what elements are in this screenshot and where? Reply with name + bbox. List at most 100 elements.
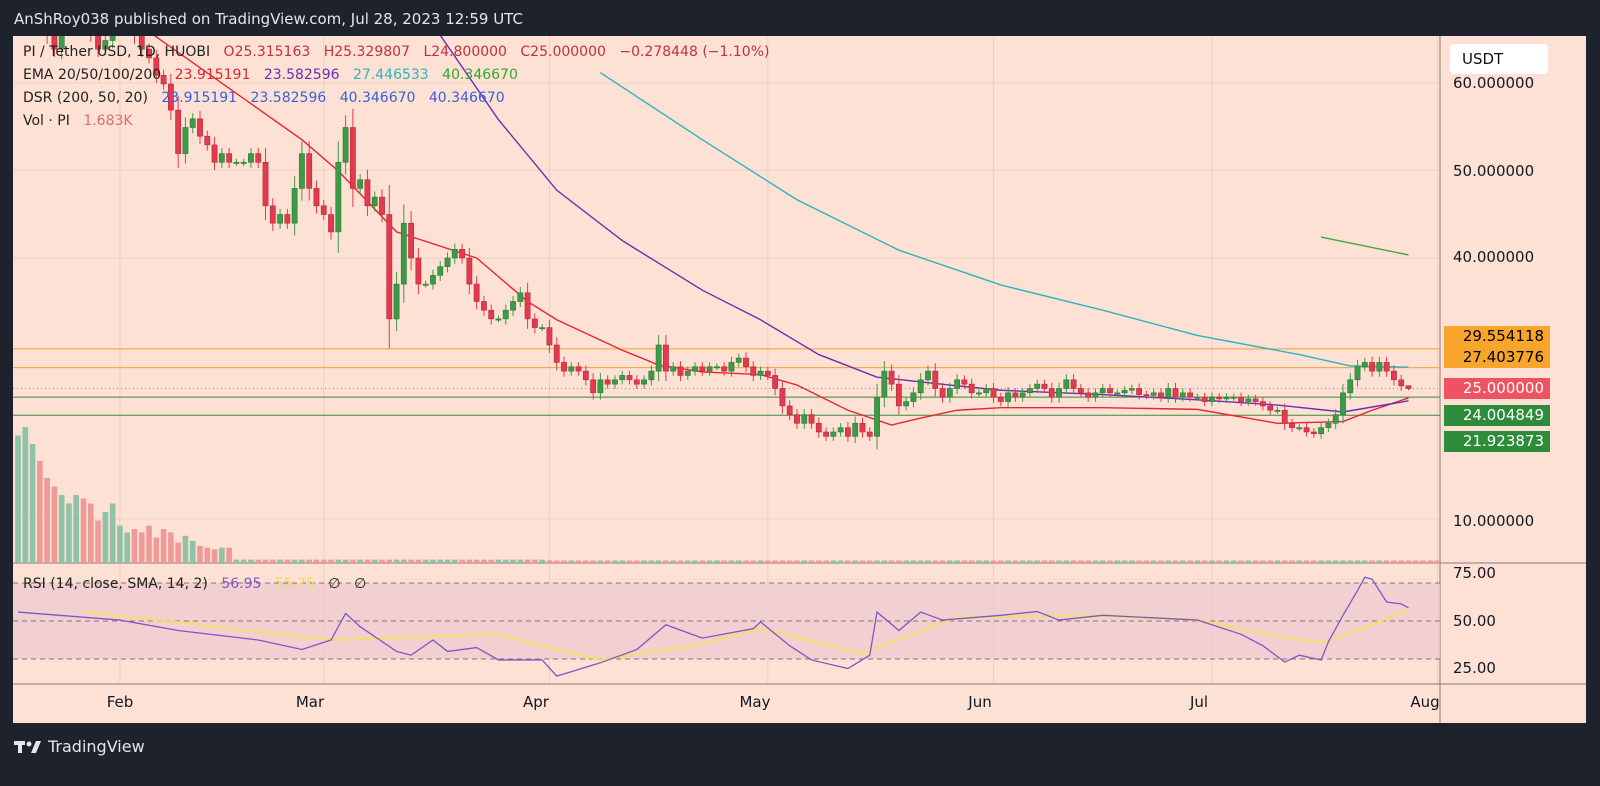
volume-bar	[1515, 559, 1521, 563]
volume-bar	[1129, 560, 1135, 563]
candle-body	[655, 344, 662, 372]
volume-bar	[553, 560, 560, 563]
volume-bar	[765, 560, 771, 563]
candle-body	[1238, 396, 1244, 402]
volume-bar	[1107, 560, 1113, 563]
candle	[1347, 373, 1354, 400]
candle-body	[306, 153, 313, 189]
candle-body	[961, 379, 968, 385]
volume-legend: Vol · PI 1.683K	[23, 113, 142, 129]
candle-body	[845, 427, 851, 437]
candle	[495, 315, 502, 323]
volume-bar	[1143, 560, 1150, 563]
candle-body	[852, 422, 859, 437]
tradingview-logo[interactable]: TradingView	[14, 737, 145, 756]
volume-bar	[15, 435, 21, 563]
volume-bar	[95, 520, 101, 563]
candle	[444, 252, 451, 273]
volume-label[interactable]: Vol · PI	[23, 113, 70, 129]
volume-bar	[1500, 559, 1506, 563]
volume-bar	[313, 559, 320, 563]
candle	[1048, 382, 1055, 403]
candle	[510, 295, 516, 316]
volume-bar	[1303, 560, 1310, 563]
candle	[1209, 392, 1215, 407]
volume-bar	[189, 540, 196, 563]
candle	[925, 365, 931, 386]
candle	[1383, 356, 1390, 377]
volume-bar	[1427, 560, 1434, 563]
candle-body	[1034, 383, 1041, 389]
volume-bar	[568, 560, 575, 563]
volume-bar	[422, 559, 429, 563]
candle	[1172, 382, 1179, 403]
candle-body	[175, 109, 182, 154]
candle-body	[160, 74, 167, 85]
volume-bar	[240, 559, 247, 563]
volume-bar	[517, 559, 524, 563]
volume-bar	[117, 525, 123, 563]
currency-button[interactable]: USDT	[1450, 44, 1548, 74]
candle	[262, 147, 269, 221]
volume-value: 1.683K	[83, 113, 133, 129]
high-value: H25.329807	[323, 44, 410, 60]
candle	[990, 382, 997, 403]
volume-bar	[1398, 560, 1404, 563]
candle-body	[437, 266, 444, 276]
volume-bar	[1165, 560, 1172, 563]
time-tick-may: May	[739, 693, 771, 711]
rsi-label[interactable]: RSI (14, close, SMA, 14, 2)	[23, 576, 208, 592]
candle	[1012, 388, 1019, 402]
low-value: L24.800000	[423, 44, 507, 60]
volume-bar	[66, 503, 72, 563]
volume-bar	[138, 532, 145, 563]
candle	[1267, 401, 1274, 415]
candle	[670, 362, 677, 376]
dsr-label[interactable]: DSR (200, 50, 20)	[23, 90, 148, 106]
ema-label[interactable]: EMA 20/50/100/200	[23, 67, 162, 83]
volume-bar	[452, 559, 458, 563]
publish-text: AnShRoy038 published on TradingView.com,…	[14, 10, 523, 28]
candle	[437, 261, 444, 282]
volume-bar	[371, 559, 378, 563]
volume-bar	[1274, 560, 1281, 563]
candle-body	[866, 431, 873, 437]
candle-body	[364, 179, 371, 207]
volume-bar	[968, 560, 975, 563]
candle-body	[917, 379, 924, 394]
candle-body	[466, 257, 473, 285]
candle	[218, 147, 225, 168]
volume-bar	[706, 560, 713, 563]
candle	[364, 169, 371, 216]
candle-body	[153, 57, 160, 76]
rsi-pane	[13, 576, 1440, 677]
candle-body	[735, 357, 742, 363]
chart-panel[interactable]: PI / Tether USD, 1D, HUOBI O25.315163 H2…	[13, 36, 1586, 723]
symbol-name[interactable]: PI / Tether USD, 1D, HUOBI	[23, 44, 211, 60]
candle-body	[1405, 385, 1412, 389]
candle	[1325, 418, 1332, 433]
candle-body	[291, 188, 298, 224]
candle-body	[1318, 427, 1325, 435]
chart-canvas[interactable]	[13, 36, 1586, 723]
volume-bar	[1493, 559, 1499, 563]
candle-body	[1172, 388, 1179, 398]
candle	[1107, 383, 1113, 398]
candle-body	[954, 379, 961, 389]
candle	[546, 319, 553, 353]
volume-bar	[510, 559, 516, 563]
candle-body	[444, 257, 451, 267]
candle	[349, 108, 356, 208]
candle	[721, 362, 728, 376]
volume-bar	[1537, 559, 1543, 563]
rsi-line	[17, 576, 1409, 677]
candle	[575, 362, 582, 376]
candle-body	[1107, 388, 1113, 394]
candle	[648, 365, 655, 386]
candle-body	[189, 118, 196, 128]
candle-body	[197, 118, 203, 137]
candle-body	[517, 292, 524, 302]
candle	[1150, 388, 1157, 400]
candle	[866, 427, 873, 441]
candle-body	[95, 36, 101, 50]
